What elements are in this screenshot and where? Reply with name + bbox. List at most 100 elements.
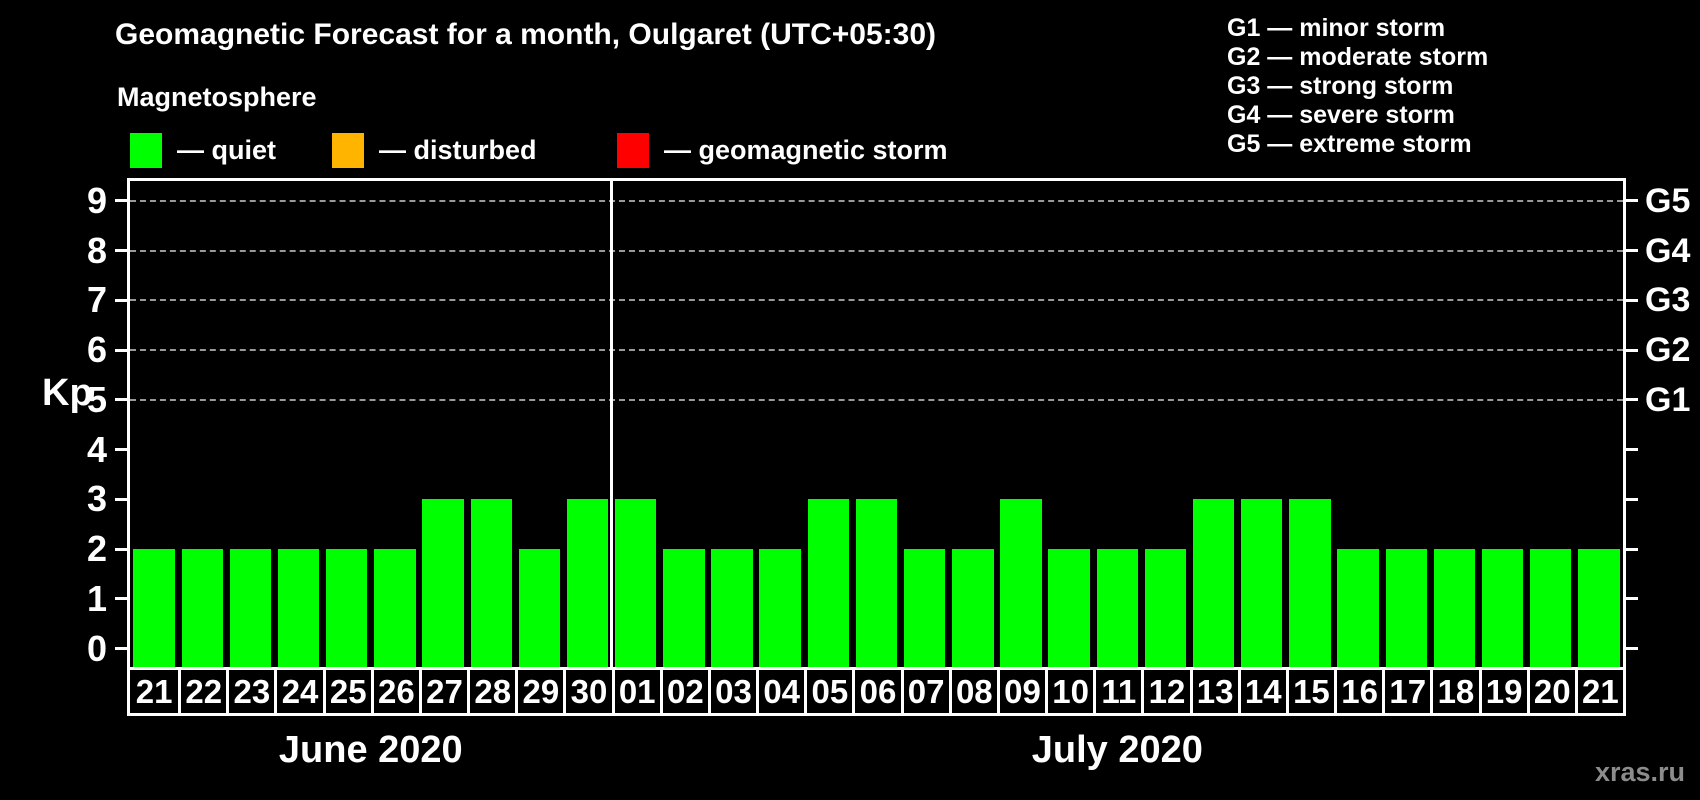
kp-bar-july-04 [759, 549, 801, 667]
right-axis-label-g2: G2 [1645, 331, 1691, 370]
date-cell-02: 02 [659, 670, 708, 713]
y-tick-label-0: 0 [86, 627, 107, 669]
date-cell-10: 10 [1045, 670, 1093, 713]
right-tick-1 [1626, 597, 1638, 601]
kp-bar-june-24 [277, 549, 320, 667]
kp-bar-july-08 [952, 549, 994, 667]
date-cell-06: 06 [852, 670, 900, 713]
legend-swatch-quiet [130, 133, 162, 168]
y-tick-3 [115, 497, 127, 501]
legend-item-disturbed: — disturbed [332, 133, 537, 168]
y-tick-label-7: 7 [86, 279, 107, 321]
kp-bar-july-11 [1096, 549, 1138, 667]
y-axis-title: Kp [42, 372, 93, 414]
kp-bar-july-10 [1048, 549, 1090, 667]
gridline-kp7 [130, 299, 1623, 302]
right-tick-2 [1626, 547, 1638, 551]
date-cell-22: 22 [178, 670, 226, 713]
date-axis: 21 22 23 24 25 26 27 28 29 30 01 02 03 04 05 06 07 08 09 10… [127, 667, 1626, 716]
date-cell-21: 21 [1574, 670, 1623, 713]
month-separator [610, 181, 614, 667]
right-axis-label-g1: G1 [1645, 380, 1691, 419]
date-cell-11: 11 [1093, 670, 1141, 713]
magnetosphere-legend-title: Magnetosphere [117, 82, 317, 112]
chart-title: Geomagnetic Forecast for a month, Oulgar… [115, 18, 937, 51]
right-tick-3 [1626, 497, 1638, 501]
gridline-kp5 [130, 398, 1623, 401]
legend-label-disturbed: — disturbed [379, 135, 537, 165]
date-cell-20: 20 [1526, 670, 1575, 713]
kp-bar-july-05 [807, 499, 850, 667]
date-cell-03: 03 [707, 670, 756, 713]
kp-bar-july-03 [711, 549, 753, 667]
kp-bar-june-28 [470, 499, 512, 667]
legend-label-geomagnetic-storm: — geomagnetic storm [664, 135, 948, 165]
y-tick-9 [115, 199, 127, 203]
kp-bar-june-25 [326, 549, 368, 667]
plot-area: 9 8 7 6 5 4 3 2 1 0 G5 G4 G3 G2 G1 [87, 178, 1690, 670]
date-cell-29: 29 [515, 670, 563, 713]
kp-bar-june-22 [181, 549, 223, 667]
date-cell-16: 16 [1334, 670, 1382, 713]
date-cell-18: 18 [1430, 670, 1478, 713]
legend-item-quiet: — quiet [130, 133, 276, 168]
date-cell-27: 27 [418, 670, 467, 713]
kp-bar-july-01 [614, 499, 657, 667]
right-axis-label-g5: G5 [1645, 181, 1691, 220]
kp-bar-june-30 [566, 499, 609, 667]
y-tick-label-3: 3 [86, 478, 107, 520]
date-cell-12: 12 [1141, 670, 1189, 713]
y-tick-label-5: 5 [86, 378, 107, 420]
y-tick-4 [115, 448, 127, 452]
y-tick-2 [115, 547, 127, 551]
date-cell-17: 17 [1382, 670, 1430, 713]
kp-bar-june-23 [229, 549, 272, 667]
y-tick-label-4: 4 [86, 428, 107, 470]
date-cell-25: 25 [322, 670, 371, 713]
g-scale-legend: G1 — minor storm G2 — moderate storm G3 — … [1227, 14, 1488, 159]
date-cell-19: 19 [1478, 670, 1527, 713]
date-cell-07: 07 [900, 670, 949, 713]
kp-bar-july-15 [1289, 499, 1331, 667]
g-scale-legend-line-2: G2 — moderate storm [1227, 43, 1489, 71]
right-tick-0 [1626, 647, 1638, 651]
y-tick-label-8: 8 [86, 229, 107, 271]
date-cell-14: 14 [1237, 670, 1286, 713]
watermark: xras.ru [1594, 757, 1685, 787]
date-cell-09: 09 [996, 670, 1045, 713]
date-cell-21: 21 [135, 673, 173, 710]
kp-bar-june-29 [518, 549, 561, 667]
date-cell-04: 04 [756, 670, 804, 713]
date-cell-26: 26 [370, 670, 419, 713]
kp-bar-july-21 [1578, 549, 1620, 667]
gridline-kp8 [130, 249, 1623, 252]
date-cell-24: 24 [274, 670, 322, 713]
kp-bar-july-19 [1481, 549, 1524, 667]
right-axis-label-g3: G3 [1645, 281, 1691, 320]
right-axis-label-g4: G4 [1645, 231, 1691, 270]
y-tick-label-9: 9 [86, 179, 107, 221]
y-tick-label-1: 1 [86, 577, 107, 619]
y-tick-1 [115, 597, 127, 601]
gridline-kp6 [130, 349, 1623, 352]
g-scale-legend-line-3: G3 — strong storm [1227, 72, 1454, 100]
right-tick-7 [1626, 298, 1638, 302]
g-scale-legend-line-1: G1 — minor storm [1227, 14, 1446, 42]
gridline-kp9 [130, 199, 1623, 202]
right-tick-6 [1626, 348, 1638, 352]
kp-bar-july-17 [1385, 549, 1427, 667]
legend-label-quiet: — quiet [177, 135, 276, 165]
right-tick-8 [1626, 249, 1638, 253]
magnetosphere-legend: — quiet — disturbed — geomagnetic storm [0, 133, 1700, 168]
kp-bar-june-21 [133, 549, 175, 667]
kp-bar-july-14 [1241, 499, 1283, 667]
kp-bar-july-18 [1433, 549, 1476, 667]
g-scale-legend-line-5: G5 — extreme storm [1227, 130, 1472, 158]
kp-bar-june-27 [422, 499, 464, 667]
date-cell-08: 08 [948, 670, 997, 713]
y-tick-7 [115, 298, 127, 302]
kp-bar-july-06 [855, 499, 898, 667]
date-cell-23: 23 [226, 670, 274, 713]
right-tick-9 [1626, 199, 1638, 203]
